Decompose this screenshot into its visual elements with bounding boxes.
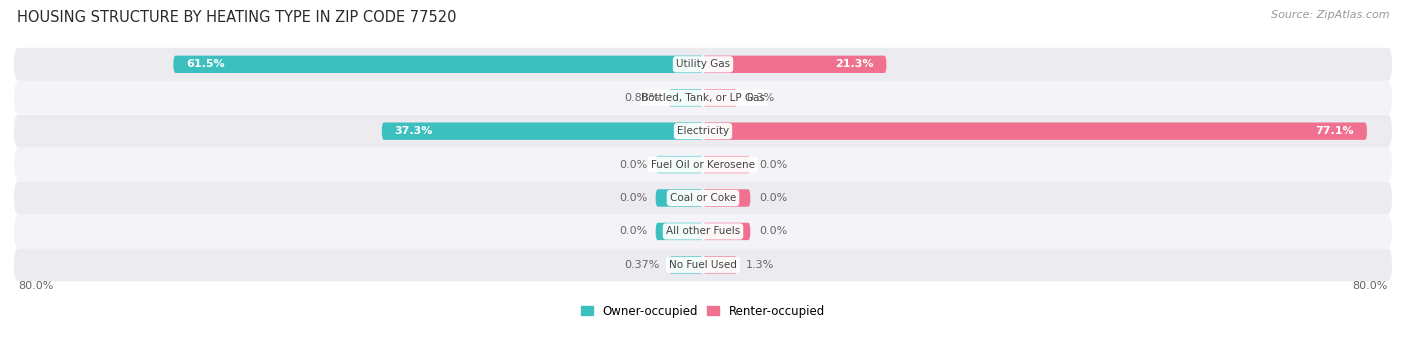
Text: 0.0%: 0.0% [759,226,787,236]
Text: Source: ZipAtlas.com: Source: ZipAtlas.com [1271,10,1389,20]
Text: 0.0%: 0.0% [759,160,787,169]
FancyBboxPatch shape [703,56,886,73]
FancyBboxPatch shape [703,223,751,240]
Text: 0.0%: 0.0% [619,226,647,236]
FancyBboxPatch shape [703,189,751,207]
Text: 0.3%: 0.3% [747,93,775,103]
Text: Fuel Oil or Kerosene: Fuel Oil or Kerosene [651,160,755,169]
Text: No Fuel Used: No Fuel Used [669,260,737,270]
FancyBboxPatch shape [703,156,751,173]
FancyBboxPatch shape [14,148,1392,181]
Text: Utility Gas: Utility Gas [676,59,730,69]
Text: All other Fuels: All other Fuels [666,226,740,236]
FancyBboxPatch shape [14,81,1392,114]
FancyBboxPatch shape [703,256,738,273]
Text: Electricity: Electricity [676,126,730,136]
FancyBboxPatch shape [14,115,1392,148]
FancyBboxPatch shape [655,223,703,240]
FancyBboxPatch shape [655,189,703,207]
Text: 0.0%: 0.0% [619,193,647,203]
Text: 77.1%: 77.1% [1316,126,1354,136]
Text: 61.5%: 61.5% [186,59,225,69]
Text: 0.37%: 0.37% [624,260,659,270]
FancyBboxPatch shape [669,256,703,273]
Text: 37.3%: 37.3% [395,126,433,136]
Text: 0.0%: 0.0% [759,193,787,203]
Text: 80.0%: 80.0% [18,281,53,291]
Text: 0.88%: 0.88% [624,93,659,103]
FancyBboxPatch shape [14,215,1392,248]
Text: Coal or Coke: Coal or Coke [669,193,737,203]
Text: 1.3%: 1.3% [747,260,775,270]
Text: 80.0%: 80.0% [1353,281,1388,291]
Legend: Owner-occupied, Renter-occupied: Owner-occupied, Renter-occupied [581,305,825,317]
Text: Bottled, Tank, or LP Gas: Bottled, Tank, or LP Gas [641,93,765,103]
FancyBboxPatch shape [173,56,703,73]
FancyBboxPatch shape [382,122,703,140]
FancyBboxPatch shape [703,89,738,106]
Text: 21.3%: 21.3% [835,59,873,69]
Text: 0.0%: 0.0% [619,160,647,169]
FancyBboxPatch shape [14,181,1392,214]
FancyBboxPatch shape [14,48,1392,81]
FancyBboxPatch shape [703,122,1367,140]
FancyBboxPatch shape [669,89,703,106]
FancyBboxPatch shape [655,156,703,173]
Text: HOUSING STRUCTURE BY HEATING TYPE IN ZIP CODE 77520: HOUSING STRUCTURE BY HEATING TYPE IN ZIP… [17,10,457,25]
FancyBboxPatch shape [14,248,1392,281]
